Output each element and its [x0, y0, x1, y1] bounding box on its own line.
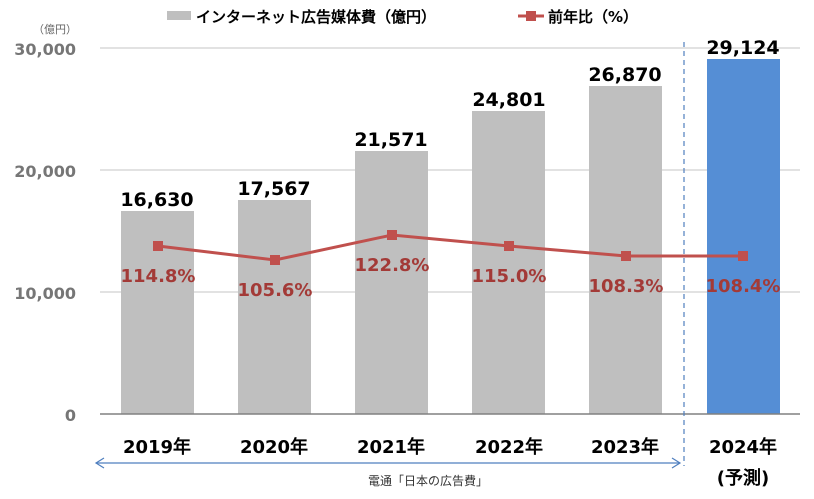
legend-line-marker — [526, 11, 536, 21]
x-label: 2022年 — [475, 436, 543, 458]
yoy-marker — [270, 255, 280, 265]
yoy-label-2020: 105.6% — [238, 280, 313, 301]
yoy-label-2024: 108.4% — [706, 276, 781, 297]
bar-2023 — [589, 86, 662, 414]
bar-label-2020: 17,567 — [237, 178, 310, 200]
yoy-label-2022: 115.0% — [472, 266, 547, 287]
bar-label-2024: 29,124 — [706, 37, 779, 59]
y-axis-ticks: 30,000 20,000 10,000 0 — [14, 40, 76, 425]
source-label: 電通「日本の広告費」 — [368, 473, 488, 488]
legend-bar-label: インターネット広告媒体費（億円） — [196, 8, 436, 26]
x-label: 2023年 — [591, 436, 659, 458]
bar-2020 — [238, 200, 311, 414]
gridlines — [100, 47, 800, 293]
legend: インターネット広告媒体費（億円） 前年比（%） — [167, 8, 638, 26]
x-label: 2020年 — [240, 436, 308, 458]
x-axis-labels: 2019年 2020年 2021年 2022年 2023年 2024年 (予測) — [123, 436, 777, 489]
y-axis-unit: （億円） — [33, 23, 77, 36]
legend-bar-swatch — [167, 11, 191, 20]
legend-line-label: 前年比（%） — [548, 8, 638, 26]
yoy-marker — [387, 230, 397, 240]
x-label: 2024年 — [709, 436, 777, 458]
source-range-arrow — [94, 457, 682, 469]
bar-2024-forecast — [707, 59, 780, 414]
bar-label-2021: 21,571 — [354, 129, 427, 151]
bar-2022 — [472, 111, 545, 414]
bars — [121, 59, 780, 414]
y-tick: 10,000 — [14, 284, 76, 303]
y-tick: 0 — [65, 406, 76, 425]
y-tick: 20,000 — [14, 162, 76, 181]
x-label: 2019年 — [123, 436, 191, 458]
bar-label-2022: 24,801 — [472, 89, 545, 111]
yoy-line-series — [153, 230, 748, 265]
y-tick: 30,000 — [14, 40, 76, 59]
bar-2021 — [355, 151, 428, 414]
yoy-label-2021: 122.8% — [355, 255, 430, 276]
yoy-label-2019: 114.8% — [121, 266, 196, 287]
bar-value-labels: 16,630 17,567 21,571 24,801 26,870 29,12… — [120, 37, 779, 211]
yoy-line — [157, 233, 743, 262]
bar-label-2019: 16,630 — [120, 189, 193, 211]
yoy-marker — [738, 251, 748, 261]
yoy-labels: 114.8% 105.6% 122.8% 115.0% 108.3% 108.4… — [121, 255, 781, 301]
forecast-note: (予測) — [717, 467, 769, 489]
yoy-marker — [621, 251, 631, 261]
yoy-marker — [153, 241, 163, 251]
yoy-label-2023: 108.3% — [589, 276, 664, 297]
bar-label-2023: 26,870 — [588, 64, 661, 86]
x-label: 2021年 — [357, 436, 425, 458]
yoy-marker — [504, 241, 514, 251]
